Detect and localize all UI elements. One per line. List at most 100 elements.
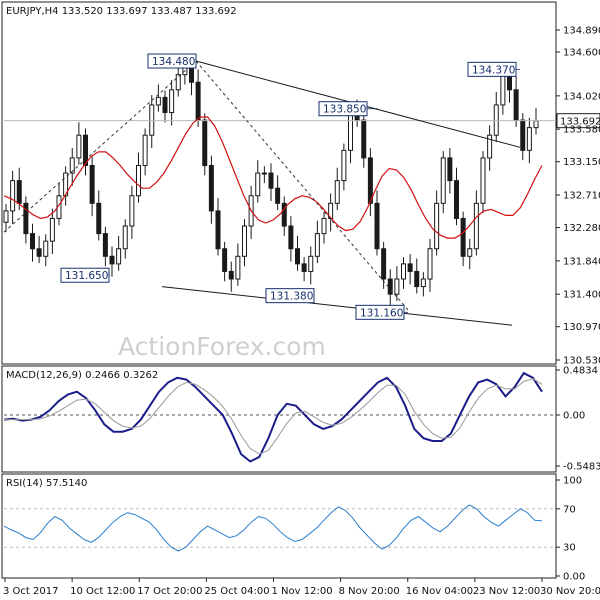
macd-signal-line [4, 378, 543, 455]
candle-body [162, 96, 168, 114]
rsi-panel [1, 473, 557, 579]
x-axis: 3 Oct 2017 10 Oct 12:00 17 Oct 20:00 25 Oct… [3, 578, 600, 597]
rsi-tick-label: 30 [563, 543, 576, 554]
candle-body [63, 172, 69, 197]
candle-body [447, 157, 453, 182]
candle-body [175, 74, 181, 91]
x-tick-label: 16 Nov 04:00 [406, 586, 473, 597]
candle-body [261, 172, 267, 175]
candle-body [136, 164, 141, 197]
macd-y-axis: 0.4834 0.00 -0.5483 [556, 366, 600, 473]
candle-body [275, 187, 281, 204]
rsi-y-axis: 100 70 30 0.00 [556, 476, 585, 583]
y-tick-label: 131.840 [563, 256, 600, 267]
candle-body [361, 119, 367, 159]
macd-line [3, 371, 543, 463]
candle-body [281, 202, 287, 227]
y-tick-label: 132.710 [563, 191, 600, 202]
y-tick-label: 134.020 [563, 91, 600, 102]
candle-body [394, 278, 400, 295]
candle-body [208, 164, 214, 212]
candle-body [341, 149, 347, 182]
candle-body [195, 81, 201, 121]
candle-body [3, 210, 9, 223]
candle-body [215, 210, 221, 250]
candle-body [533, 120, 539, 129]
candle-body [202, 119, 208, 166]
x-tick-label: 10 Oct 12:00 [70, 586, 135, 597]
candle-body [487, 134, 493, 159]
moving-average-layer [3, 116, 543, 239]
rsi-tick-label: 0.00 [563, 572, 585, 583]
candle-body [122, 225, 128, 250]
y-tick-label: 133.580 [563, 125, 600, 136]
price-callout-label: 134.480 [152, 56, 195, 68]
macd-lines [3, 371, 556, 463]
candle-body [89, 164, 95, 204]
candle-body [109, 255, 115, 265]
current-price-label: 133.692 [560, 117, 600, 128]
main-y-axis: 134.890 134.600 134.020 133.580 133.150 132.7… [556, 26, 600, 367]
candle-body [189, 66, 194, 83]
candle-body [440, 157, 446, 204]
rsi-line-layer [3, 504, 556, 552]
y-tick-label: 130.970 [563, 322, 600, 333]
price-callout-box [318, 101, 368, 117]
candle-body [480, 157, 486, 204]
main-panel [1, 1, 557, 365]
candle-body [367, 157, 373, 204]
candle-body [102, 233, 108, 257]
x-tick-label: 25 Oct 04:00 [204, 586, 269, 597]
y-tick-label: 131.400 [563, 290, 600, 301]
candle-body [228, 270, 234, 280]
candle-body [169, 89, 175, 114]
macd-tick-label: -0.5483 [563, 462, 600, 473]
candle-body [407, 263, 413, 272]
candle-body [149, 104, 155, 136]
candle-body [23, 202, 29, 235]
price-callout-box [467, 61, 517, 77]
price-callout-label: 131.160 [360, 307, 403, 319]
candle-body [288, 225, 294, 250]
y-tick-label: 134.890 [563, 26, 600, 37]
candle-body [295, 248, 300, 265]
macd-tick-label: 0.00 [563, 410, 585, 421]
macd-header: MACD(12,26,9) 0.2466 0.3262 [6, 370, 158, 381]
candle-body [10, 180, 16, 212]
y-tick-label: 133.150 [563, 157, 600, 168]
price-callout-box [265, 288, 315, 304]
main-header: EURJPY,H4 133.520 133.697 133.487 133.69… [6, 6, 237, 17]
price-callout-box [147, 53, 197, 69]
y-tick-label: 130.530 [563, 356, 600, 367]
macd-panel [1, 365, 557, 473]
candle-body [427, 248, 433, 280]
y-tick-label: 132.280 [563, 223, 600, 234]
candle-body [513, 89, 519, 121]
candle-body [374, 202, 380, 250]
candle-body [493, 104, 499, 136]
x-tick-label: 3 Oct 2017 [3, 586, 58, 597]
price-callout-box [60, 267, 110, 283]
watermark: ActionForex.com [118, 332, 326, 361]
candle-body [222, 248, 228, 272]
candle-body [460, 217, 466, 257]
candle-body [500, 74, 506, 106]
candle-body [69, 157, 75, 174]
price-callout-box [355, 304, 405, 320]
y-tick-label: 134.600 [563, 47, 600, 58]
x-tick-label: 30 Nov 20:00 [540, 586, 600, 597]
candle-body [43, 240, 49, 257]
candle-body [142, 134, 148, 166]
candle-body [473, 202, 479, 250]
candle-body [314, 233, 320, 257]
candle-body [420, 278, 426, 288]
candle-body [96, 202, 102, 235]
candle-body [381, 248, 387, 280]
candle-body [348, 112, 353, 151]
candle-body [434, 202, 440, 250]
candle-body [520, 119, 526, 151]
dashed-falling-line [195, 60, 411, 313]
rsi-tick-label: 100 [563, 476, 582, 487]
macd-tick-label: 0.4834 [563, 366, 598, 377]
